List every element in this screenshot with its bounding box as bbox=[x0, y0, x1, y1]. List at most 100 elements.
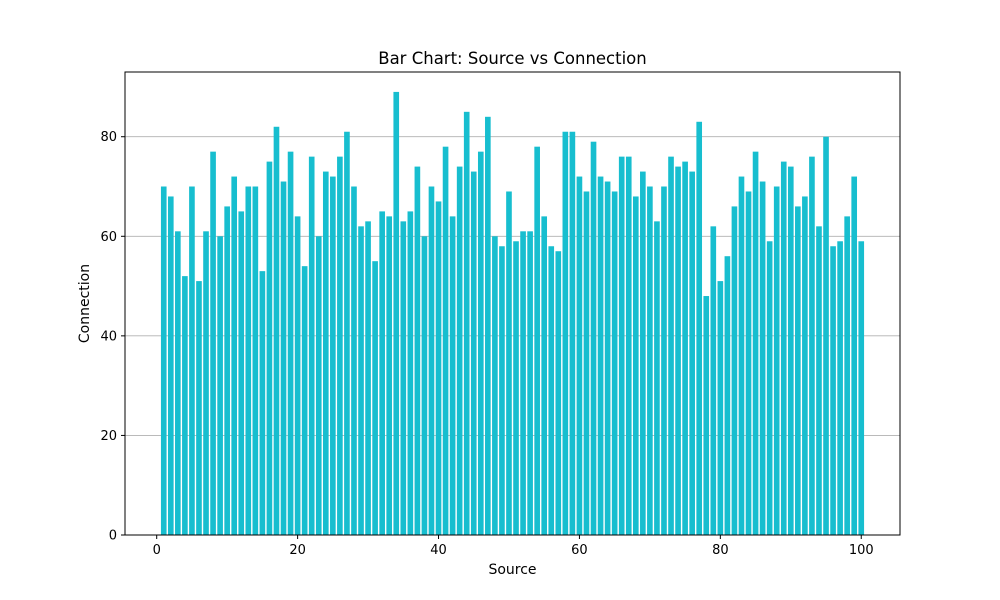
bar bbox=[470, 171, 477, 535]
chart-title: Bar Chart: Source vs Connection bbox=[378, 49, 647, 68]
bar bbox=[640, 171, 646, 535]
bar bbox=[160, 186, 167, 535]
bar bbox=[583, 191, 590, 535]
y-tick-label: 80 bbox=[100, 130, 117, 145]
y-tick-label: 0 bbox=[109, 529, 117, 544]
bar bbox=[661, 186, 667, 535]
bar bbox=[787, 166, 794, 535]
bar bbox=[717, 281, 724, 535]
bar bbox=[555, 251, 562, 535]
bar bbox=[851, 176, 858, 535]
x-tick-label: 40 bbox=[430, 543, 447, 558]
bar bbox=[597, 176, 604, 535]
bar bbox=[710, 226, 717, 536]
bar bbox=[189, 186, 195, 535]
bar bbox=[477, 151, 484, 535]
bar bbox=[372, 261, 378, 535]
bar bbox=[534, 146, 540, 535]
x-tick-label: 80 bbox=[712, 543, 729, 558]
bar bbox=[245, 186, 252, 535]
bar bbox=[562, 131, 569, 535]
bar bbox=[654, 221, 660, 535]
bar bbox=[379, 211, 385, 536]
plot-frame bbox=[124, 71, 901, 536]
bar bbox=[485, 116, 491, 535]
y-axis-ticks: 0 20 40 60 80 bbox=[100, 130, 125, 544]
bar bbox=[682, 161, 688, 535]
y-tick-label: 60 bbox=[100, 230, 117, 245]
bar bbox=[167, 196, 174, 535]
bar bbox=[273, 126, 280, 536]
bar bbox=[365, 221, 371, 535]
bar bbox=[541, 216, 548, 535]
bar bbox=[696, 121, 703, 535]
bar bbox=[675, 166, 681, 535]
x-tick-label: 60 bbox=[571, 543, 588, 558]
bar bbox=[689, 171, 695, 535]
bar bbox=[823, 136, 829, 535]
bar bbox=[456, 166, 463, 535]
bar bbox=[576, 176, 583, 535]
bar bbox=[344, 131, 350, 535]
bar bbox=[668, 156, 674, 536]
bar bbox=[625, 156, 632, 536]
bar bbox=[632, 196, 639, 535]
bar bbox=[442, 146, 449, 535]
bar bbox=[795, 206, 801, 535]
bar bbox=[294, 216, 301, 535]
bar bbox=[351, 186, 357, 535]
bar bbox=[435, 201, 442, 535]
bar bbox=[330, 176, 336, 535]
bar bbox=[449, 216, 456, 535]
bar bbox=[703, 296, 710, 535]
bar bbox=[252, 186, 259, 535]
bar bbox=[809, 156, 815, 536]
y-tick-label: 20 bbox=[100, 429, 117, 444]
bar bbox=[773, 186, 780, 535]
bar bbox=[647, 186, 653, 535]
bar bbox=[844, 216, 850, 535]
bar bbox=[393, 91, 400, 536]
bar bbox=[604, 181, 611, 535]
bar bbox=[618, 156, 625, 536]
bar bbox=[759, 181, 766, 535]
bar bbox=[590, 141, 597, 536]
bar bbox=[463, 111, 470, 536]
x-axis-label: Source bbox=[488, 562, 536, 578]
bar bbox=[724, 256, 731, 535]
bar bbox=[731, 206, 738, 535]
bar bbox=[745, 191, 752, 535]
bar bbox=[259, 271, 266, 535]
bar bbox=[802, 196, 808, 535]
bar bbox=[358, 226, 364, 536]
bar bbox=[611, 191, 618, 535]
bar bbox=[548, 246, 555, 535]
bar bbox=[196, 281, 202, 535]
bar bbox=[428, 186, 435, 535]
bar bbox=[421, 236, 428, 535]
bar bbox=[816, 226, 822, 536]
bar bbox=[766, 241, 773, 536]
bar bbox=[224, 206, 230, 535]
bar bbox=[752, 151, 759, 535]
bar bbox=[175, 231, 181, 535]
bar bbox=[287, 151, 294, 535]
x-tick-label: 20 bbox=[289, 543, 306, 558]
bar bbox=[231, 176, 238, 535]
bar bbox=[386, 216, 393, 535]
x-tick-label: 100 bbox=[849, 543, 874, 558]
bars bbox=[160, 91, 865, 536]
bar bbox=[738, 176, 745, 535]
bar bbox=[337, 156, 343, 536]
bar bbox=[520, 231, 526, 535]
bar bbox=[492, 236, 498, 535]
bar bbox=[513, 241, 519, 536]
bar bbox=[308, 156, 315, 536]
bar bbox=[322, 171, 329, 535]
bar bbox=[780, 161, 787, 535]
bar bbox=[238, 211, 245, 536]
bar bbox=[301, 266, 308, 535]
bar bbox=[182, 276, 188, 535]
